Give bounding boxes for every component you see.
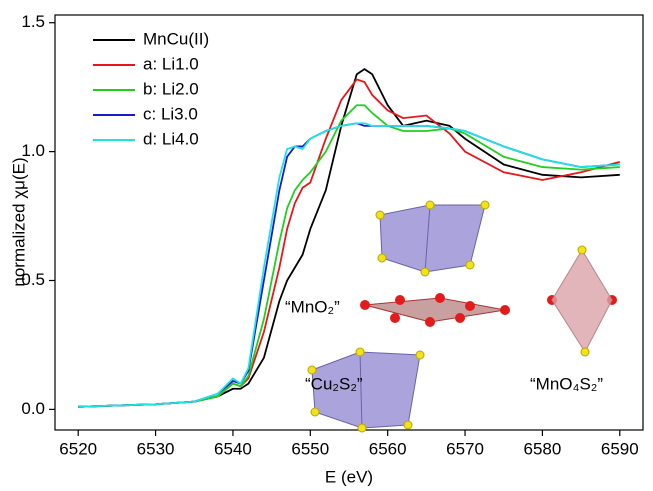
x-tick-label: 6560 [369,439,407,458]
structure-insets [307,200,617,433]
series-line [78,122,620,408]
y-axis-label: normalized χμ(E) [9,157,28,286]
y-tick-label: 1.5 [21,12,45,31]
legend-label: d: Li4.0 [143,129,199,148]
series-line [78,68,620,408]
y-tick-label: 0.0 [21,399,45,418]
layer [364,297,506,323]
x-tick-label: 6570 [446,439,484,458]
edge [359,351,363,429]
x-tick-label: 6520 [59,439,97,458]
x-tick-label: 6540 [214,439,252,458]
edge [424,204,431,273]
annotation: “MnO₂” [285,297,340,316]
annotation: “MnO₄S₂” [530,374,603,393]
plot-frame [54,14,644,431]
legend-label: MnCu(II) [143,29,209,48]
y-tick-label: 1.0 [21,141,45,160]
x-tick-label: 6580 [524,439,562,458]
s-atoms [307,200,590,433]
y-tick-label: 0.5 [21,270,45,289]
legend-label: a: Li1.0 [143,54,199,73]
annotation: “Cu₂S₂” [305,374,363,393]
x-tick-label: 6550 [291,439,329,458]
x-tick-label: 6590 [601,439,639,458]
x-tick-label: 6530 [137,439,175,458]
octahedron [551,249,613,354]
series-line [78,104,620,408]
legend-label: c: Li3.0 [143,104,198,123]
legend-label: b: Li2.0 [143,79,199,98]
x-axis-label: E (eV) [325,467,373,486]
